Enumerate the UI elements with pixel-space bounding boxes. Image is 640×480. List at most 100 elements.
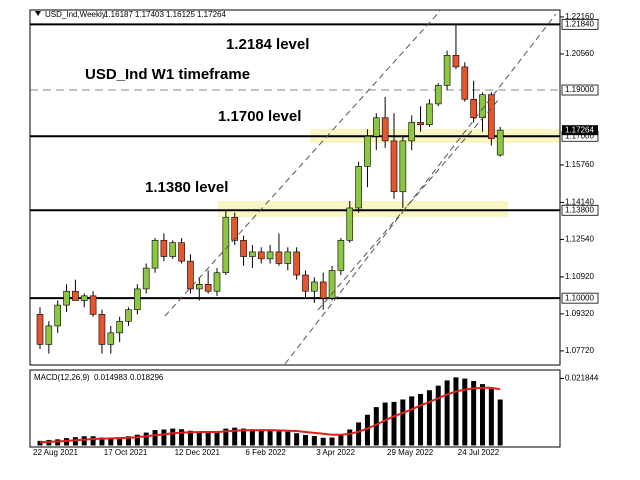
macd-bar (170, 428, 176, 446)
macd-bar (356, 422, 362, 446)
signal-line (39, 386, 501, 444)
macd-bar (480, 384, 485, 446)
candle-body (125, 309, 132, 322)
macd-bar (488, 388, 494, 446)
candle-body (36, 314, 44, 345)
macd-bar (276, 431, 282, 446)
macd-bar (320, 437, 326, 446)
annotation: 1.1380 level (145, 179, 228, 196)
macd-bar (241, 428, 247, 446)
macd-bar (214, 431, 220, 446)
macd-bar (90, 436, 96, 446)
macd-bar (418, 393, 424, 446)
candle-body (408, 122, 416, 142)
macd-bar (453, 377, 459, 446)
y-tick-label: 1.22160 (565, 12, 594, 21)
candle-body (302, 274, 309, 292)
macd-bar (497, 399, 503, 446)
zone-1138 (218, 201, 508, 217)
macd-bar (99, 437, 105, 446)
macd-bar (409, 396, 415, 446)
candle-body (443, 55, 451, 86)
candle-body (417, 122, 424, 126)
macd-bar (187, 430, 193, 446)
level-label: 1.17000 (565, 131, 594, 140)
candle-body (257, 251, 265, 260)
x-tick-label: 24 Jul 2022 (458, 448, 500, 457)
level-label-box (561, 84, 599, 96)
candle-body (213, 272, 221, 292)
annotation: 1.1700 level (218, 108, 301, 125)
macd-bar (267, 430, 273, 446)
candle-body (479, 94, 486, 119)
candle-body (80, 295, 88, 301)
price-label-box (562, 125, 598, 136)
candle-body (45, 325, 53, 345)
y-tick-label: 1.09320 (565, 309, 594, 318)
main-frame (29, 9, 561, 366)
candle-body (240, 240, 247, 257)
header-low: 1.16125 (166, 10, 195, 19)
x-tick-label: 22 Aug 2021 (33, 448, 78, 457)
y-tick-label: 1.20560 (565, 49, 594, 58)
candle-body (470, 98, 477, 119)
macd-bar (232, 427, 238, 446)
macd-bar (117, 437, 123, 446)
macd-bar (249, 429, 255, 446)
signal-value: 0.018296 (130, 373, 164, 382)
candle-body (142, 267, 150, 290)
candle-body (249, 251, 256, 257)
macd-bar (426, 390, 432, 446)
candle-body (231, 216, 238, 241)
y-tick-label: 0.021844 (565, 374, 599, 383)
x-tick-label: 6 Feb 2022 (245, 448, 286, 457)
y-tick-label: 1.12540 (565, 235, 594, 244)
candle-body (266, 251, 274, 260)
candle-body (355, 166, 362, 209)
candle-body (364, 135, 371, 167)
macd-bar (462, 378, 468, 446)
level-label: 1.19000 (565, 85, 594, 94)
header-high: 1.17403 (135, 10, 164, 19)
macd-value: 0.014983 (94, 373, 128, 382)
candle-body (372, 117, 380, 137)
candle-body (222, 216, 230, 274)
macd-bar (347, 429, 353, 446)
candle-body (284, 251, 292, 264)
macd-bar (134, 434, 140, 446)
channel-upper (164, 10, 441, 317)
candle-body (311, 281, 318, 292)
x-tick-label: 17 Oct 2021 (104, 448, 148, 457)
macd-frame (29, 369, 561, 448)
macd-bar (471, 381, 477, 446)
candle-body (275, 251, 283, 264)
chart-title: USD_Ind,Weekly (45, 10, 106, 19)
candle-body (426, 103, 433, 126)
candle-body (187, 260, 194, 290)
channel-lower (284, 13, 557, 365)
macd-bar (294, 433, 300, 446)
channel-middle (317, 97, 501, 311)
macd-bar (152, 430, 158, 446)
level-label: 1.21840 (565, 19, 594, 28)
candle-body (452, 55, 460, 68)
candle-body (461, 66, 469, 100)
candle-body (169, 242, 177, 257)
macd-bar (205, 432, 211, 446)
candle-body (337, 240, 345, 271)
macd-bar (435, 385, 441, 446)
macd-bar (37, 440, 43, 446)
price-label: 1.17264 (565, 125, 594, 134)
macd-bar (179, 429, 185, 446)
candle-body (204, 283, 212, 292)
x-tick-label: 12 Dec 2021 (175, 448, 221, 457)
candle-body (399, 140, 407, 193)
candle-body (63, 290, 70, 306)
y-tick-label: 1.15760 (565, 160, 594, 169)
candle-body (134, 288, 141, 311)
macd-bar (196, 431, 202, 446)
macd-bar (444, 380, 450, 446)
macd-bar (400, 399, 406, 446)
candle-body (488, 94, 495, 139)
